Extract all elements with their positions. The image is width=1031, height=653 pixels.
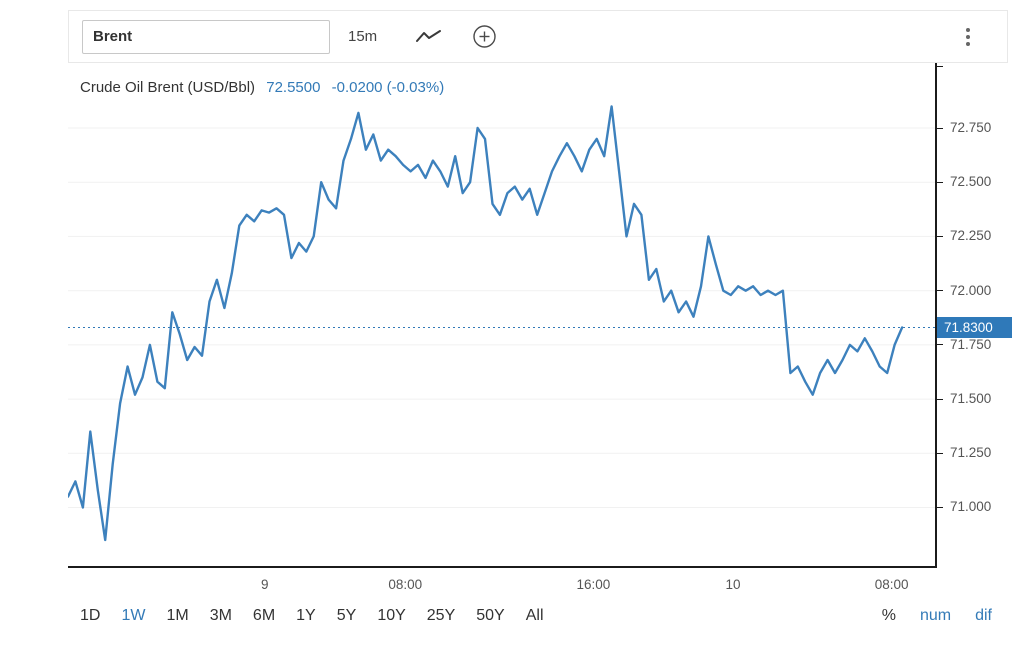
mode-button-percent[interactable]: %: [881, 607, 896, 624]
mode-button-num[interactable]: num: [919, 607, 952, 624]
range-button-5y[interactable]: 5Y: [336, 607, 357, 624]
x-axis-label: 10: [725, 577, 741, 592]
y-axis-tick: [937, 452, 943, 454]
y-axis-label: 71.000: [950, 499, 992, 515]
y-axis-label: 72.000: [950, 282, 992, 298]
y-axis-tick: [937, 181, 943, 183]
top-toolbar: 15m: [68, 10, 1008, 63]
x-axis-label: 08:00: [388, 577, 423, 592]
mode-buttons: % num dif: [858, 607, 992, 625]
range-button-50y[interactable]: 50Y: [476, 607, 505, 624]
y-axis-tick: [937, 398, 943, 400]
x-axis-label: 16:00: [576, 577, 611, 592]
y-axis-tick: [937, 344, 943, 346]
range-button-10y[interactable]: 10Y: [377, 607, 406, 624]
y-axis-label: 72.750: [950, 120, 992, 136]
y-axis: 71.000 71.250 71.500 71.750 72.000 72.250 72.5…: [935, 63, 1031, 568]
x-axis-label: 9: [261, 577, 269, 592]
y-axis-tick: [937, 127, 943, 129]
y-axis-label: 72.250: [950, 228, 992, 244]
bottom-toolbar: 1D 1W 1M 3M 6M 1Y 5Y 10Y 25Y 50Y All % num dif: [68, 599, 1008, 633]
y-axis-label: 71.250: [950, 445, 992, 461]
add-compare-icon[interactable]: [472, 24, 497, 49]
range-button-1m[interactable]: 1M: [166, 607, 189, 624]
range-button-1y[interactable]: 1Y: [296, 607, 316, 624]
chart-header: Crude Oil Brent (USD/Bbl) 72.5500 -0.020…: [80, 79, 444, 96]
range-button-1w[interactable]: 1W: [121, 607, 146, 624]
last-price-badge: 71.8300: [937, 317, 1012, 338]
y-axis-tick: [937, 66, 943, 67]
y-axis-tick: [937, 506, 943, 508]
x-axis: 9 08:00 16:00 10 08:00: [68, 566, 937, 596]
range-button-all[interactable]: All: [525, 607, 544, 624]
price-chart: [68, 105, 935, 542]
symbol-search-input[interactable]: [82, 19, 330, 54]
range-button-6m[interactable]: 6M: [252, 607, 276, 624]
range-button-25y[interactable]: 25Y: [426, 607, 456, 624]
instrument-title: Crude Oil Brent (USD/Bbl): [80, 79, 256, 96]
range-button-3m[interactable]: 3M: [209, 607, 232, 624]
mode-button-dif[interactable]: dif: [975, 607, 992, 624]
x-axis-label: 08:00: [874, 577, 909, 592]
kebab-menu-icon[interactable]: [958, 23, 978, 51]
y-axis-label: 71.500: [950, 391, 992, 407]
range-button-1d[interactable]: 1D: [80, 607, 101, 624]
range-buttons: 1D 1W 1M 3M 6M 1Y 5Y 10Y 25Y 50Y All: [80, 607, 565, 625]
chart-type-line-icon[interactable]: [415, 28, 442, 45]
interval-selector[interactable]: 15m: [348, 28, 378, 45]
y-axis-label: 72.500: [950, 174, 992, 190]
y-axis-label: 71.750: [950, 336, 992, 352]
instrument-change: -0.0200 (-0.03%): [331, 79, 445, 96]
price-line-series: [68, 105, 904, 542]
y-axis-tick: [937, 290, 943, 292]
y-axis-tick: [937, 235, 943, 237]
chart-plot-area[interactable]: Crude Oil Brent (USD/Bbl) 72.5500 -0.020…: [68, 63, 935, 566]
instrument-price: 72.5500: [266, 79, 321, 96]
